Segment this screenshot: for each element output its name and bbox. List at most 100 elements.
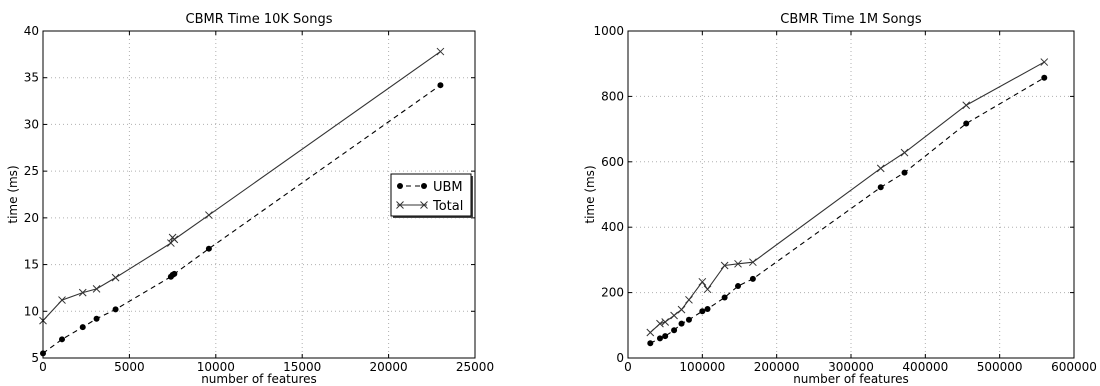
legend-marker-ubm: [421, 183, 427, 189]
legend-label-ubm: UBM: [433, 180, 463, 195]
data-point-ubm: [112, 306, 119, 313]
series-line-total: [649, 61, 1045, 333]
data-point-total: [656, 319, 664, 328]
x-tick-label: 400000: [902, 360, 948, 374]
x-axis-label: number of features: [793, 372, 909, 386]
x-axis-label: number of features: [201, 372, 317, 386]
marker-stroke: [205, 211, 213, 219]
data-point-total: [111, 273, 120, 282]
marker-stroke: [436, 47, 445, 56]
y-tick-label: 35: [24, 71, 39, 85]
marker-stroke: [876, 164, 885, 173]
marker-stroke: [720, 261, 729, 270]
data-point-total: [749, 258, 757, 267]
x-tick-label: 100000: [679, 360, 725, 374]
data-point-ubm: [671, 327, 678, 334]
data-point-ubm: [59, 336, 66, 343]
data-point-ubm: [901, 169, 908, 176]
data-point-total: [646, 328, 655, 337]
data-point-ubm: [1041, 74, 1048, 81]
x-tick-label: 5000: [114, 360, 145, 374]
data-point-total: [734, 259, 742, 268]
marker-stroke: [670, 311, 678, 320]
chart-panel-2: 0 100000 200000 300000 400000 500000 600000 0 20…: [583, 12, 1097, 386]
data-point-total: [92, 285, 101, 293]
data-point-ubm: [749, 275, 756, 282]
data-point-ubm: [647, 340, 654, 347]
x-tick-label: 200000: [754, 360, 800, 374]
y-tick-label: 30: [24, 117, 39, 131]
y-axis-label: time (ms): [6, 165, 20, 223]
marker-stroke: [78, 288, 87, 297]
data-point-total: [170, 235, 179, 244]
marker-stroke: [734, 259, 742, 268]
y-tick-label: 10: [24, 304, 39, 318]
marker-stroke: [170, 235, 179, 244]
data-point-total: [205, 211, 213, 219]
data-point-ubm: [656, 335, 663, 342]
chart-title: CBMR Time 10K Songs: [186, 12, 333, 27]
marker-stroke: [420, 201, 428, 209]
data-point-total: [720, 261, 729, 270]
data-point-total: [698, 277, 707, 286]
data-point-ubm: [685, 316, 692, 323]
data-point-ubm: [678, 320, 685, 327]
x-tick-label: 10000: [197, 360, 235, 374]
x-tick-label: 500000: [977, 360, 1023, 374]
marker-stroke: [1040, 58, 1049, 66]
y-tick-label: 600: [601, 155, 624, 169]
legend-marker-total: [420, 201, 428, 209]
data-point-ubm: [699, 308, 706, 315]
data-point-total: [436, 47, 445, 56]
marker-stroke: [677, 305, 686, 314]
data-point-total: [900, 148, 909, 157]
y-tick-label: 15: [24, 258, 39, 272]
y-tick-label: 400: [601, 220, 624, 234]
data-point-total: [677, 305, 686, 314]
x-tick-label: 300000: [828, 360, 874, 374]
marker-stroke: [685, 295, 693, 304]
marker-stroke: [396, 201, 404, 209]
marker-stroke: [58, 296, 66, 304]
data-point-ubm: [437, 82, 444, 89]
data-point-ubm: [704, 305, 711, 312]
y-tick-label: 1000: [593, 24, 624, 38]
series-line-ubm: [650, 77, 1045, 344]
data-point-ubm: [171, 270, 178, 277]
x-tick-label: 600000: [1051, 360, 1097, 374]
x-tick-label: 20000: [370, 360, 408, 374]
series-line-total: [42, 51, 441, 322]
legend-marker-total: [396, 201, 404, 209]
data-point-ubm: [877, 184, 884, 191]
legend-box: [390, 173, 472, 217]
data-point-total: [876, 164, 885, 173]
chart-title: CBMR Time 1M Songs: [780, 12, 922, 27]
data-point-ubm: [721, 294, 728, 301]
data-point-ubm: [93, 315, 100, 322]
plot-frame: [42, 30, 476, 359]
data-point-ubm: [735, 283, 742, 290]
y-tick-label: 25: [24, 164, 39, 178]
data-point-total: [962, 101, 971, 110]
data-point-total: [703, 285, 712, 294]
marker-stroke: [749, 258, 757, 267]
marker-stroke: [962, 101, 971, 110]
chart-panel-1: 0 5000 10000 15000 20000 25000 5 10 15 20 25 30 35 40…: [6, 12, 494, 386]
marker-stroke: [661, 318, 670, 326]
marker-stroke: [698, 277, 707, 286]
x-tick-label: 15000: [283, 360, 321, 374]
data-point-total: [685, 295, 693, 304]
marker-stroke: [646, 328, 655, 337]
x-tick-label: 0: [39, 360, 47, 374]
y-axis-label: time (ms): [583, 165, 597, 223]
data-point-total: [1040, 58, 1049, 66]
legend-label-total: Total: [432, 199, 463, 214]
marker-stroke: [656, 319, 664, 328]
y-tick-label: 0: [616, 351, 624, 365]
legend-marker-ubm: [397, 183, 403, 189]
data-point-ubm: [963, 120, 970, 127]
marker-stroke: [900, 148, 909, 157]
y-tick-label: 20: [24, 211, 39, 225]
marker-stroke: [92, 285, 101, 293]
